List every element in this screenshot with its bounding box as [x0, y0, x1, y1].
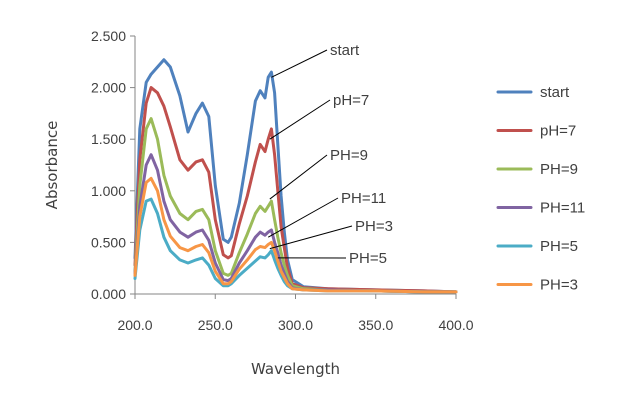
annotation-label-ph-5: PH=5 — [349, 250, 387, 267]
annotation-label-ph-3: PH=3 — [355, 218, 393, 235]
annotation-leader-ph-9 — [269, 154, 328, 200]
y-tick-label: 1.000 — [91, 183, 126, 199]
x-tick-label: 400.0 — [438, 317, 473, 333]
x-tick-label: 200.0 — [117, 317, 152, 333]
annotation-leader-ph-7 — [269, 99, 331, 140]
plot-axes: 0.000 0.500 1.000 1.500 2.000 2.500 200.0 250.0… — [91, 28, 474, 333]
annotation-leader-start — [271, 49, 328, 78]
y-tick-label: 0.500 — [91, 234, 126, 250]
y-tick-label: 2.000 — [91, 80, 126, 96]
annotation-label-ph-7: pH=7 — [333, 92, 369, 109]
annotation-label-start: start — [330, 42, 360, 59]
annotation-leader-ph-3 — [269, 225, 353, 250]
legend-label-start: start — [540, 84, 570, 101]
series-line-ph-3 — [133, 176, 458, 294]
legend-label-ph-9: PH=9 — [540, 161, 578, 178]
x-tick-label: 350.0 — [358, 317, 393, 333]
y-tick-label: 0.000 — [91, 286, 126, 302]
annotation-label-ph-11: PH=11 — [341, 190, 386, 207]
y-tick-label: 1.500 — [91, 131, 126, 147]
series-line-start — [133, 58, 458, 294]
series-line-ph-7 — [133, 86, 458, 294]
y-tick-label: 2.500 — [91, 28, 126, 44]
plot-series — [133, 58, 458, 294]
x-tick-label: 300.0 — [278, 317, 313, 333]
legend-label-ph-7: pH=7 — [540, 123, 576, 140]
legend-label-ph-11: PH=11 — [540, 200, 585, 217]
legend: start pH=7 PH=9 PH=11 PH=5 PH=3 — [496, 84, 585, 294]
plot-annotations: start pH=7 PH=9 PH=11 PH=3 PH=5 — [267, 42, 393, 267]
x-axis-title: Wavelength — [251, 360, 340, 378]
legend-label-ph-5: PH=5 — [540, 238, 578, 255]
y-axis-title: Absorbance — [43, 121, 61, 210]
annotation-leader-ph-11 — [267, 197, 339, 238]
legend-label-ph-3: PH=3 — [540, 277, 578, 294]
annotation-label-ph-9: PH=9 — [330, 147, 368, 164]
x-tick-label: 250.0 — [198, 317, 233, 333]
series-line-ph-9 — [133, 117, 458, 294]
